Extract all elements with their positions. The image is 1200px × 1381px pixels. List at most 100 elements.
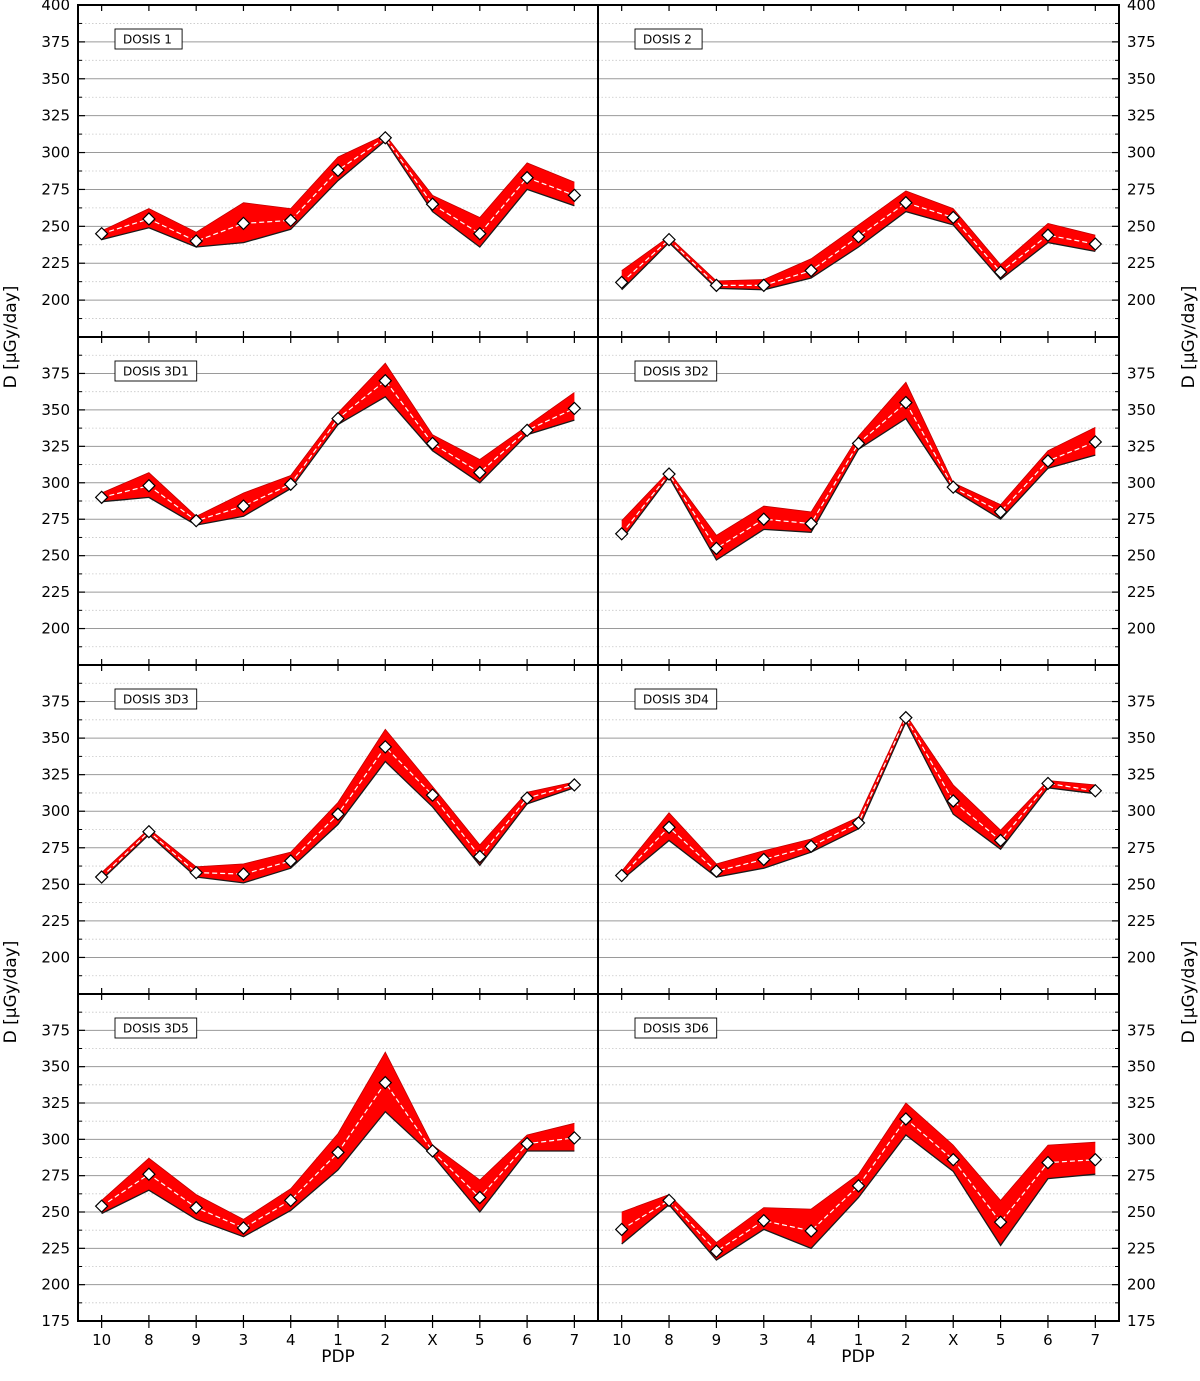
y-tick-label: 400 — [1127, 0, 1156, 14]
y-tick-label: 325 — [1127, 437, 1156, 455]
y-tick-label: 225 — [1127, 912, 1156, 930]
x-tick-label: 5 — [996, 1331, 1006, 1349]
panel-title: DOSIS 1 — [123, 33, 172, 47]
uncertainty-band — [621, 382, 1096, 560]
data-point-marker — [709, 541, 724, 556]
data-point-marker — [709, 864, 724, 879]
y-tick-label: 200 — [1127, 291, 1156, 309]
data-point-marker — [331, 807, 345, 821]
y-tick-label: 275 — [41, 1167, 70, 1185]
panel-grid: DOSIS 1 200 225 250 275 300 325 350 375 400 DOSIS … — [41, 0, 1155, 1349]
panel-6: DOSIS 3D4 200 225 250 275 300 325 350 375 — [598, 665, 1156, 994]
x-tick-label: 8 — [144, 1331, 154, 1349]
y-tick-label: 250 — [41, 547, 70, 565]
data-point-marker — [567, 1131, 582, 1145]
data-point-marker — [283, 1193, 298, 1208]
data-point-marker — [614, 526, 629, 541]
panel-title: DOSIS 3D3 — [123, 693, 189, 707]
x-tick-label: 10 — [612, 1331, 631, 1349]
y-tick-label: 375 — [41, 33, 70, 51]
y-tick-label: 225 — [1127, 583, 1156, 601]
data-point-marker — [662, 820, 676, 835]
x-tick-label: X — [427, 1331, 437, 1349]
lower-bound-line — [621, 210, 1096, 291]
data-point-marker — [804, 839, 818, 854]
panel-title: DOSIS 3D6 — [643, 1022, 709, 1036]
y-tick-label: 375 — [1127, 693, 1156, 711]
y-tick-label: 250 — [1127, 1203, 1156, 1221]
data-point-marker — [993, 1215, 1008, 1230]
data-point-marker — [331, 163, 345, 178]
panel-title: DOSIS 3D1 — [123, 365, 189, 379]
left-y-axis-title: D [µGy/day] — [1, 286, 21, 389]
data-point-marker — [142, 212, 156, 226]
data-point-marker — [236, 1221, 251, 1235]
y-tick-label: 325 — [1127, 107, 1156, 125]
y-tick-label: 350 — [41, 70, 70, 88]
data-point-marker — [899, 710, 913, 725]
data-point-marker — [662, 1193, 676, 1208]
panel-title: DOSIS 3D2 — [643, 365, 709, 379]
y-tick-label: 250 — [41, 217, 70, 235]
x-axis-title-right: PDP — [841, 1347, 875, 1367]
panel-title-box — [114, 360, 198, 382]
y-tick-label: 375 — [1127, 1021, 1156, 1039]
data-point-marker — [662, 232, 676, 247]
data-point-marker — [709, 1244, 724, 1259]
upper-bound-line — [621, 1102, 1096, 1244]
data-point-marker — [142, 824, 156, 839]
mean-line — [621, 401, 1096, 550]
lower-bound-line — [621, 1134, 1096, 1261]
data-point-marker — [1041, 776, 1055, 791]
data-point-marker — [378, 130, 393, 145]
data-point-marker — [756, 852, 771, 867]
data-point-marker — [851, 229, 866, 244]
uncertainty-band — [621, 714, 1096, 880]
panel-5: DOSIS 3D3 200 225 250 275 300 325 350 375 — [41, 665, 598, 994]
y-tick-label: 225 — [41, 254, 70, 272]
y-tick-label: 175 — [1127, 1312, 1156, 1330]
data-point-marker — [804, 263, 818, 278]
y-tick-label: 200 — [1127, 1276, 1156, 1294]
x-tick-label: 7 — [1091, 1331, 1101, 1349]
data-point-marker — [1088, 1152, 1103, 1167]
data-point-marker — [804, 1224, 818, 1238]
data-point-marker — [425, 1144, 440, 1158]
lower-bound-line — [101, 1110, 575, 1238]
data-point-marker — [189, 865, 204, 880]
data-point-marker — [472, 465, 487, 480]
upper-bound-line — [101, 362, 575, 517]
data-point-marker — [899, 395, 913, 410]
data-point-marker — [899, 195, 913, 210]
y-tick-label: 200 — [41, 948, 70, 966]
y-tick-label: 275 — [1127, 839, 1156, 857]
data-point-marker — [283, 854, 298, 868]
data-point-marker — [1088, 237, 1103, 251]
y-tick-label: 225 — [41, 912, 70, 930]
y-tick-label: 250 — [41, 875, 70, 893]
y-tick-label: 300 — [41, 802, 70, 820]
panel-title-box — [634, 360, 718, 382]
data-point-marker — [756, 278, 771, 293]
panel-title-box — [114, 1017, 198, 1039]
data-point-marker — [283, 213, 298, 228]
y-tick-label: 325 — [41, 1094, 70, 1112]
data-point-marker — [567, 778, 582, 792]
data-point-marker — [804, 516, 818, 531]
data-point-marker — [993, 265, 1008, 279]
data-point-marker — [520, 423, 534, 438]
data-point-marker — [142, 1167, 156, 1182]
y-tick-label: 325 — [41, 107, 70, 125]
data-point-marker — [946, 794, 961, 808]
y-tick-label: 275 — [1127, 510, 1156, 528]
panel-3: DOSIS 3D1 200 225 250 275 300 325 350 375 — [41, 337, 598, 665]
right-y-axis-title: D [µGy/day] — [1179, 286, 1199, 389]
data-point-marker — [520, 170, 534, 185]
y-tick-label: 300 — [1127, 474, 1156, 492]
y-tick-label: 325 — [41, 437, 70, 455]
y-tick-label: 300 — [1127, 1130, 1156, 1148]
y-tick-label: 300 — [1127, 144, 1156, 162]
y-tick-label: 375 — [1127, 33, 1156, 51]
figure-frame — [77, 4, 1120, 1322]
upper-bound-line — [101, 728, 575, 873]
